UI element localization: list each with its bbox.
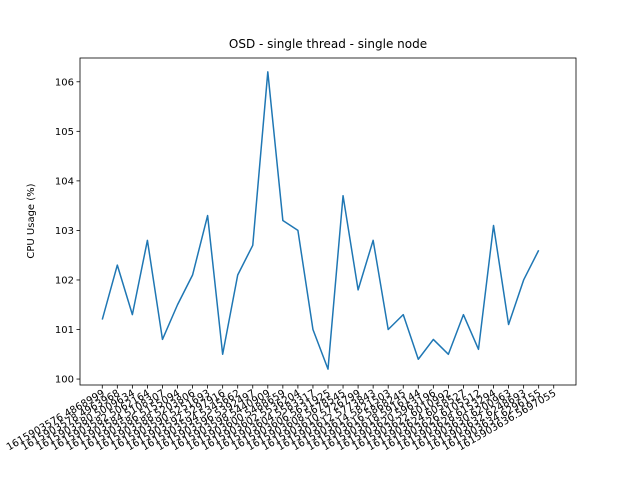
y-tick-label: 103 bbox=[55, 226, 74, 237]
chart-title: OSD - single thread - single node bbox=[229, 37, 427, 51]
y-tick-label: 105 bbox=[55, 127, 74, 138]
y-tick-label: 104 bbox=[55, 176, 74, 187]
line-series bbox=[101, 71, 540, 370]
y-axis-label: CPU Usage (%) bbox=[26, 183, 37, 258]
y-tick-label: 100 bbox=[55, 375, 74, 386]
y-tick-label: 102 bbox=[55, 275, 74, 286]
y-tick-label: 106 bbox=[55, 77, 74, 88]
y-tick-label: 101 bbox=[55, 325, 74, 336]
